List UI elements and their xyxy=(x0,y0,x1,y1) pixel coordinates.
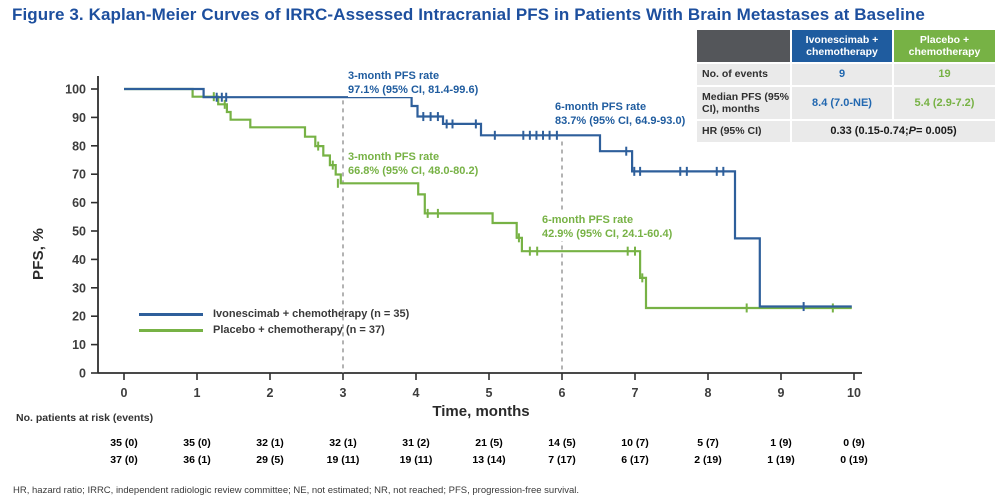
summary-table-header-ivonescimab: Ivonescimab + chemotherapy xyxy=(792,30,892,62)
annotation-ivo-6month-line2: 83.7% (95% CI, 64.9-93.0) xyxy=(555,115,686,127)
at-risk-value: 7 (17) xyxy=(548,454,575,466)
annotation-placebo-3month-line1: 3-month PFS rate xyxy=(348,151,440,163)
at-risk-value: 35 (0) xyxy=(183,437,210,449)
at-risk-value: 5 (7) xyxy=(697,437,719,449)
x-axis-title: Time, months xyxy=(432,403,530,420)
figure-title: Figure 3. Kaplan-Meier Curves of IRRC-As… xyxy=(12,5,925,24)
summary-table-corner-cell xyxy=(697,30,790,62)
at-risk-value: 35 (0) xyxy=(110,437,137,449)
y-tick-label: 10 xyxy=(72,338,86,352)
placebo-line-swatch xyxy=(139,328,203,332)
row-label-median-pfs: Median PFS (95% CI), months xyxy=(697,87,790,119)
y-tick-label: 100 xyxy=(65,83,86,97)
y-tick-label: 20 xyxy=(72,310,86,324)
annotation-ivo-6month-line1: 6-month PFS rate xyxy=(555,101,647,113)
annotation-ivo-3month-line1: 3-month PFS rate xyxy=(348,70,440,82)
legend-label-ivonescimab: Ivonescimab + chemotherapy (n = 35) xyxy=(213,308,410,320)
summary-table-header-placebo: Placebo + chemotherapy xyxy=(894,30,995,62)
annotation-placebo-3month-line2: 66.8% (95% CI, 48.0-80.2) xyxy=(348,165,479,177)
annotation-ivo-3month-line2: 97.1% (95% CI, 81.4-99.6) xyxy=(348,84,479,96)
at-risk-value: 0 (9) xyxy=(843,437,865,449)
events-value-placebo: 19 xyxy=(894,64,995,85)
at-risk-value: 1 (9) xyxy=(770,437,792,449)
km-curve xyxy=(124,87,852,310)
at-risk-value: 32 (1) xyxy=(256,437,283,449)
legend: Ivonescimab + chemotherapy (n = 35) Plac… xyxy=(139,306,409,338)
y-tick-label: 50 xyxy=(72,225,86,239)
row-label-events: No. of events xyxy=(697,64,790,85)
x-tick-label: 6 xyxy=(559,386,566,400)
y-tick-label: 80 xyxy=(72,139,86,153)
at-risk-value: 0 (19) xyxy=(840,454,867,466)
y-tick-label: 30 xyxy=(72,281,86,295)
hr-value-p: P xyxy=(908,125,916,138)
at-risk-value: 13 (14) xyxy=(472,454,505,466)
at-risk-value: 19 (11) xyxy=(327,454,360,466)
at-risk-value: 19 (11) xyxy=(400,454,433,466)
y-tick-label: 60 xyxy=(72,196,86,210)
annotation-placebo-6month-line2: 42.9% (95% CI, 24.1-60.4) xyxy=(542,228,673,240)
at-risk-value: 32 (1) xyxy=(329,437,356,449)
y-tick-label: 90 xyxy=(72,111,86,125)
x-tick-label: 4 xyxy=(413,386,420,400)
at-risk-value: 21 (5) xyxy=(475,437,502,449)
x-tick-label: 8 xyxy=(705,386,712,400)
at-risk-value: 37 (0) xyxy=(110,454,137,466)
abbreviations-footnote: HR, hazard ratio; IRRC, independent radi… xyxy=(13,485,580,496)
median-pfs-value-placebo: 5.4 (2.9-7.2) xyxy=(894,87,995,119)
annotation-placebo-6month: 6-month PFS rate 42.9% (95% CI, 24.1-60.… xyxy=(542,213,673,241)
x-tick-label: 7 xyxy=(632,386,639,400)
hr-value: 0.33 (0.15-0.74; P = 0.005) xyxy=(792,121,995,142)
annotation-placebo-3month: 3-month PFS rate 66.8% (95% CI, 48.0-80.… xyxy=(348,150,479,178)
legend-item-placebo: Placebo + chemotherapy (n = 37) xyxy=(139,322,409,338)
x-tick-label: 1 xyxy=(194,386,201,400)
at-risk-value: 14 (5) xyxy=(548,437,575,449)
y-tick-label: 70 xyxy=(72,168,86,182)
at-risk-value: 6 (17) xyxy=(621,454,648,466)
x-tick-label: 2 xyxy=(267,386,274,400)
x-tick-label: 10 xyxy=(847,386,861,400)
ivonescimab-line-swatch xyxy=(139,312,203,316)
at-risk-value: 1 (19) xyxy=(767,454,794,466)
annotation-ivo-3month: 3-month PFS rate 97.1% (95% CI, 81.4-99.… xyxy=(348,69,479,97)
legend-label-placebo: Placebo + chemotherapy (n = 37) xyxy=(213,324,385,336)
at-risk-table-label: No. patients at risk (events) xyxy=(16,412,154,424)
legend-item-ivonescimab: Ivonescimab + chemotherapy (n = 35) xyxy=(139,306,409,322)
events-value-ivonescimab: 9 xyxy=(792,64,892,85)
row-label-hr: HR (95% CI) xyxy=(697,121,790,142)
at-risk-value: 2 (19) xyxy=(694,454,721,466)
at-risk-value: 29 (5) xyxy=(256,454,283,466)
y-tick-label: 40 xyxy=(72,253,86,267)
y-axis-title: PFS, % xyxy=(30,227,47,280)
x-tick-label: 3 xyxy=(340,386,347,400)
hr-value-suffix: = 0.005) xyxy=(915,125,957,138)
annotation-ivo-6month: 6-month PFS rate 83.7% (95% CI, 64.9-93.… xyxy=(555,100,686,128)
x-tick-label: 0 xyxy=(121,386,128,400)
annotation-placebo-6month-line1: 6-month PFS rate xyxy=(542,214,634,226)
y-tick-label: 0 xyxy=(79,367,86,381)
at-risk-value: 10 (7) xyxy=(621,437,648,449)
at-risk-value: 36 (1) xyxy=(183,454,210,466)
median-pfs-value-ivonescimab: 8.4 (7.0-NE) xyxy=(792,87,892,119)
summary-table: Ivonescimab + chemotherapy Placebo + che… xyxy=(697,30,995,142)
x-tick-label: 9 xyxy=(778,386,785,400)
hr-value-prefix: 0.33 (0.15-0.74; xyxy=(830,125,909,138)
x-tick-label: 5 xyxy=(486,386,493,400)
km-curve xyxy=(124,87,852,308)
at-risk-value: 31 (2) xyxy=(402,437,429,449)
